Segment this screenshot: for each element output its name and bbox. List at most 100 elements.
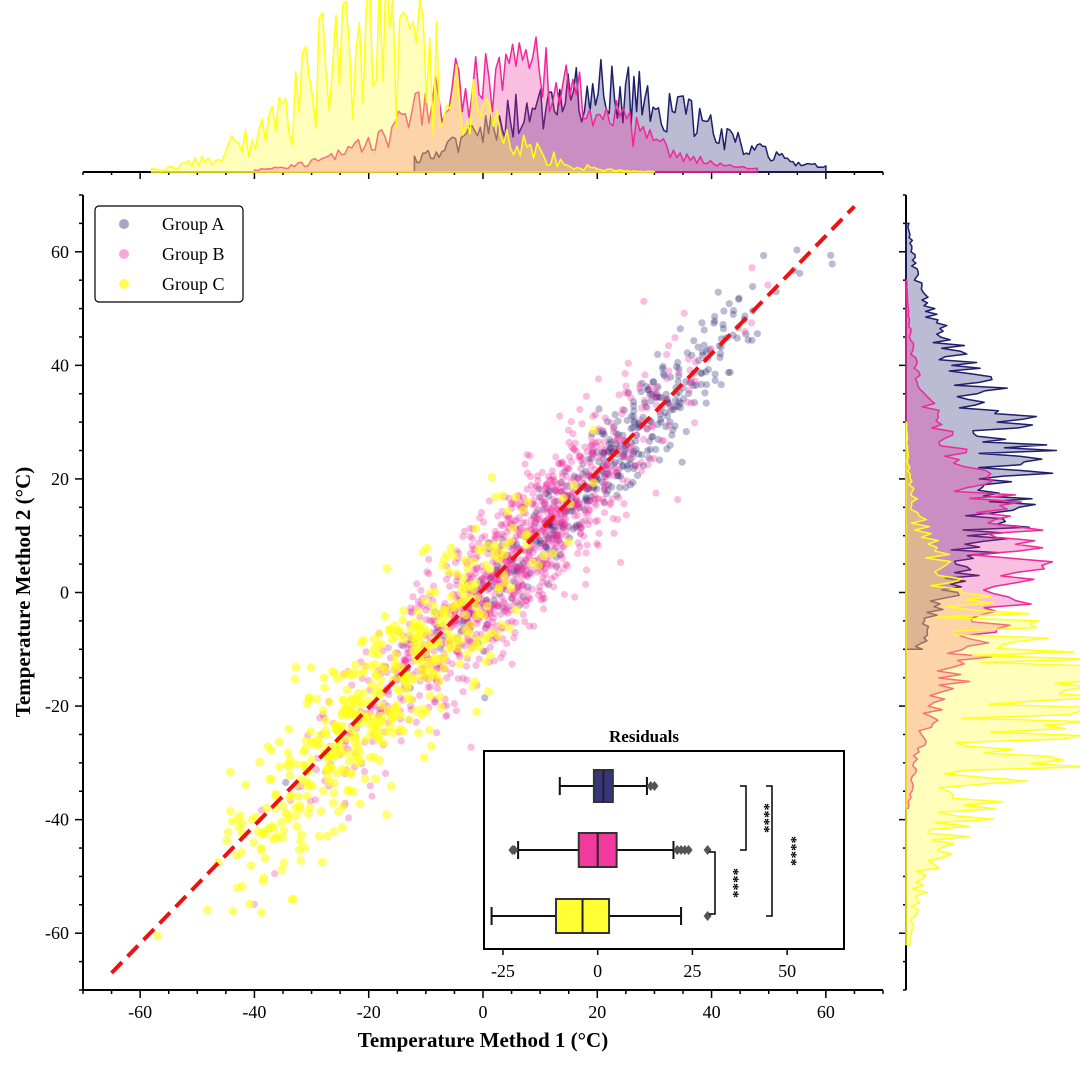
point-group-b <box>613 434 622 442</box>
point-group-b <box>623 477 632 485</box>
point-group-a <box>530 512 538 520</box>
point-group-b <box>534 472 542 480</box>
x-tick-label: 40 <box>703 1002 721 1022</box>
point-group-b <box>594 438 603 446</box>
inset-outlier <box>508 845 517 855</box>
point-group-b <box>640 435 648 443</box>
point-group-a <box>575 500 583 508</box>
point-group-c <box>503 507 512 516</box>
point-group-a <box>674 358 682 367</box>
point-group-c <box>249 838 259 847</box>
point-group-b <box>362 648 370 656</box>
point-group-b <box>558 459 566 467</box>
point-group-a <box>630 465 638 473</box>
point-group-c <box>370 774 380 784</box>
point-group-c <box>384 624 394 634</box>
point-group-b <box>517 595 525 603</box>
point-group-c <box>548 549 558 559</box>
point-group-c <box>386 722 395 732</box>
point-group-b <box>594 453 602 461</box>
point-group-b <box>556 539 564 547</box>
point-group-c <box>414 728 423 738</box>
point-group-b <box>619 451 627 459</box>
point-group-a <box>616 483 624 492</box>
point-group-b <box>488 573 496 581</box>
point-group-b <box>466 532 474 541</box>
point-group-b <box>447 669 455 677</box>
point-group-a <box>632 445 640 453</box>
point-group-c <box>409 674 419 683</box>
point-group-b <box>490 603 498 611</box>
point-group-b <box>476 514 484 522</box>
point-group-c <box>399 606 408 616</box>
point-group-a <box>565 523 573 531</box>
point-group-b <box>578 503 587 511</box>
point-group-b <box>489 614 497 622</box>
point-group-b <box>345 814 353 822</box>
point-group-a <box>600 455 608 463</box>
point-group-b <box>312 766 320 774</box>
point-group-c <box>322 765 332 775</box>
point-group-c <box>506 536 515 546</box>
point-group-c <box>504 623 514 633</box>
point-group-c <box>424 666 433 676</box>
point-group-a <box>678 458 686 466</box>
point-group-b <box>631 462 639 470</box>
point-group-a <box>646 445 654 454</box>
point-group-c <box>377 701 387 711</box>
point-group-c <box>292 822 302 831</box>
point-group-a <box>622 483 630 492</box>
y-tick-label: 60 <box>51 242 69 262</box>
point-group-b <box>484 550 492 558</box>
point-group-b <box>543 480 551 488</box>
point-group-a <box>561 468 569 476</box>
point-group-b <box>614 515 622 524</box>
point-group-a <box>645 454 653 462</box>
point-group-c <box>393 684 403 694</box>
point-group-b <box>553 505 561 513</box>
point-group-b <box>684 398 692 406</box>
point-group-b <box>554 498 562 506</box>
point-group-a <box>639 462 648 470</box>
point-group-c <box>234 822 244 832</box>
point-group-b <box>521 618 529 626</box>
point-group-b <box>511 600 519 608</box>
point-group-a <box>663 412 672 420</box>
point-group-a <box>662 390 670 398</box>
point-group-a <box>556 551 564 559</box>
point-group-a <box>700 326 708 334</box>
point-group-b <box>500 607 509 616</box>
point-group-b <box>555 536 563 544</box>
right-marginal-group-b <box>905 279 1054 810</box>
point-group-b <box>511 618 520 627</box>
point-group-a <box>595 458 603 466</box>
point-group-c <box>302 791 312 801</box>
point-group-b <box>560 565 568 573</box>
point-group-b <box>636 384 644 393</box>
point-group-b <box>583 485 591 493</box>
point-group-b <box>517 524 525 532</box>
point-group-b <box>603 461 611 469</box>
point-group-a <box>652 445 660 454</box>
point-group-b <box>551 486 560 494</box>
point-group-b <box>526 595 534 603</box>
point-group-c <box>241 780 251 790</box>
point-group-b <box>522 601 530 610</box>
point-group-a <box>513 567 521 575</box>
point-group-b <box>535 515 544 524</box>
point-group-b <box>556 412 564 420</box>
point-group-b <box>501 520 509 528</box>
point-group-b <box>528 515 536 523</box>
point-group-a <box>604 448 612 456</box>
point-group-b <box>594 375 603 383</box>
point-group-b <box>559 524 567 532</box>
point-group-b <box>665 421 673 429</box>
point-group-b <box>519 519 527 527</box>
point-group-b <box>555 532 563 540</box>
point-group-b <box>608 467 616 475</box>
inset-title: Residuals <box>609 727 679 746</box>
point-group-b <box>629 453 637 461</box>
point-group-a <box>630 402 638 410</box>
point-group-a <box>535 493 544 501</box>
point-group-b <box>554 518 562 526</box>
